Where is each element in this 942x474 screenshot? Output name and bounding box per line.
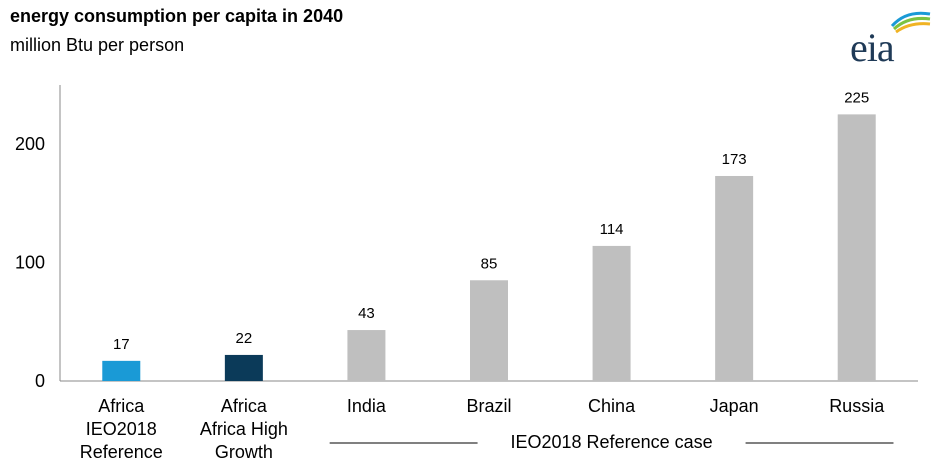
group-label: IEO2018 Reference case: [511, 432, 713, 452]
x-category-label: Japan: [710, 396, 759, 416]
chart-title: energy consumption per capita in 2040: [10, 6, 344, 26]
bar: [592, 245, 631, 381]
x-category-label: Brazil: [466, 396, 511, 416]
data-label: 43: [358, 305, 375, 322]
bar: [470, 280, 508, 381]
x-category-label-line: Japan: [710, 396, 759, 416]
x-category-label: China: [588, 396, 636, 416]
x-category-label-line: Africa: [221, 396, 268, 416]
bar: [102, 360, 141, 381]
x-category-label-line: Russia: [829, 396, 885, 416]
y-tick-label: 0: [35, 371, 45, 391]
y-tick-label: 100: [15, 253, 45, 273]
x-category-label-line: Africa: [98, 396, 145, 416]
x-category-label-line: Reference: [80, 442, 163, 462]
x-category-label: Africa IEO2018 Reference: [80, 396, 163, 462]
bar: [224, 354, 263, 381]
data-label: 85: [481, 255, 498, 272]
data-label: 17: [113, 336, 130, 353]
data-label: 225: [844, 89, 869, 106]
x-category-label-line: Growth: [215, 442, 273, 462]
x-category-label-line: India: [347, 396, 387, 416]
x-category-label-line: Brazil: [466, 396, 511, 416]
x-category-label-line: China: [588, 396, 636, 416]
data-label: 114: [600, 221, 624, 238]
bar: [347, 330, 386, 381]
eia-logo: eia: [844, 4, 934, 70]
x-category-label: India: [347, 396, 387, 416]
eia-logo-text: eia: [850, 25, 895, 70]
x-category-label: Africa Africa High Growth: [200, 396, 288, 462]
y-tick-label: 200: [15, 134, 45, 154]
x-category-label-line: Africa High: [200, 419, 288, 439]
bar: [715, 175, 754, 381]
bar: [837, 114, 876, 381]
eia-logo-swoosh-icon: [890, 11, 931, 34]
x-category-label-line: IEO2018: [86, 419, 157, 439]
chart-subtitle: million Btu per person: [10, 35, 185, 55]
data-label: 22: [236, 330, 253, 347]
data-label: 173: [722, 151, 747, 168]
x-category-label: Russia: [829, 396, 885, 416]
